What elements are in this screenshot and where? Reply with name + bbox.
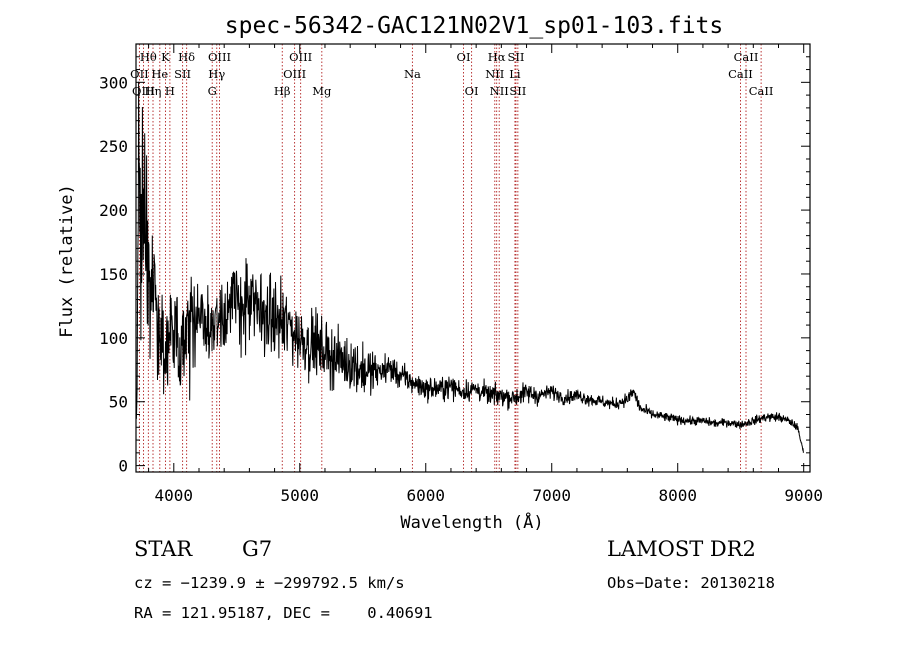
spectral-line-labels: Hθ OII OIII K He Hη H SII Hδ OIII Hγ G OIII OIII Hβ Mg N…	[130, 50, 773, 98]
x-tick-label: 4000	[155, 486, 194, 505]
y-tick-label: 300	[99, 73, 128, 92]
spectral-line-label: Hη	[145, 84, 162, 98]
spectral-line-label: Li	[509, 67, 521, 81]
spectral-line-label: He	[151, 67, 168, 81]
y-tick-label: 0	[118, 457, 128, 476]
spectral-line-label: OIII	[132, 84, 155, 98]
spectral-line-label: Na	[404, 67, 421, 81]
spectral-line-label: OI	[465, 84, 479, 98]
y-tick-label: 150	[99, 265, 128, 284]
spectral-line-label: G	[208, 84, 217, 98]
spectral-line-label: Hα	[488, 50, 506, 64]
spectral-line-label: K	[161, 50, 170, 64]
redshift-velocity: cz = −1239.9 ± −299792.5 km/s	[134, 574, 405, 592]
survey-name: LAMOST DR2	[607, 537, 756, 561]
spectral-line-label: Mg	[312, 84, 332, 98]
y-axis-ticks: 0 50 100 150 200 250 300	[99, 56, 810, 476]
spectral-line-label: SII	[509, 84, 526, 98]
spectral-line-label: NII	[485, 67, 504, 81]
spectral-line-label: NII	[490, 84, 509, 98]
object-class: STAR	[134, 537, 193, 561]
y-tick-label: 200	[99, 201, 128, 220]
x-tick-label: 8000	[658, 486, 697, 505]
x-tick-label: 7000	[532, 486, 571, 505]
spectrum-line	[135, 81, 804, 453]
spectral-line-label: OIII	[208, 50, 231, 64]
spectral-line-label: SII	[174, 67, 191, 81]
x-tick-label: 9000	[784, 486, 823, 505]
y-tick-label: 50	[109, 393, 128, 412]
spectral-line-label: OII	[130, 67, 149, 81]
spectral-line-label: Hθ	[140, 50, 157, 64]
x-tick-label: 6000	[406, 486, 445, 505]
spectral-line-label: CaII	[728, 67, 753, 81]
x-axis-ticks: 4000 5000 6000 7000 8000 9000	[148, 44, 823, 505]
y-axis-label: Flux (relative)	[57, 184, 77, 338]
spectral-line-label: OIII	[283, 67, 306, 81]
object-subclass: G7	[242, 537, 273, 561]
spectral-line-markers	[138, 44, 762, 472]
coordinates: RA = 121.95187, DEC = 0.40691	[134, 604, 433, 622]
x-tick-label: 5000	[281, 486, 320, 505]
y-tick-label: 250	[99, 137, 128, 156]
spectral-line-label: CaII	[749, 84, 774, 98]
spectral-line-label: CaII	[734, 50, 759, 64]
spectral-line-label: H	[165, 84, 175, 98]
plot-frame	[135, 43, 811, 473]
spectral-line-label: Hδ	[178, 50, 195, 64]
chart-title: spec-56342-GAC121N02V1_sp01-103.fits	[225, 13, 724, 39]
y-tick-label: 100	[99, 329, 128, 348]
spectral-line-label: Hγ	[208, 67, 225, 81]
spectral-line-label: OIII	[289, 50, 312, 64]
observation-date: Obs−Date: 20130218	[607, 574, 775, 592]
spectral-line-label: OI	[457, 50, 471, 64]
spectral-line-label: SII	[507, 50, 524, 64]
x-axis-label: Wavelength (Å)	[400, 511, 543, 533]
spectral-line-label: Hβ	[274, 84, 291, 98]
